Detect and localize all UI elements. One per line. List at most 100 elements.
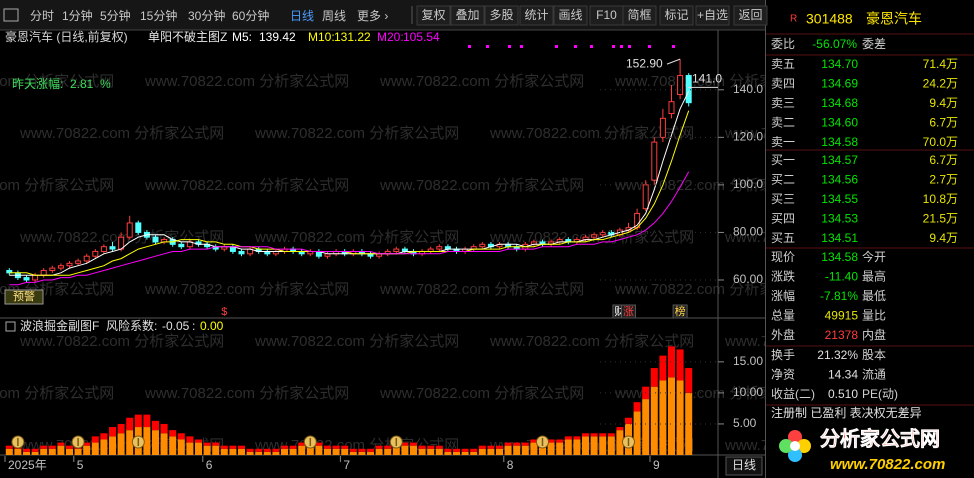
bar bbox=[358, 448, 366, 452]
signal-dot bbox=[555, 45, 558, 48]
bar bbox=[66, 445, 73, 449]
bar bbox=[453, 451, 460, 455]
bar bbox=[358, 451, 366, 455]
signal-dot bbox=[508, 45, 511, 48]
book-volume: 24.2万 bbox=[923, 77, 958, 91]
period-label[interactable]: 日线 bbox=[732, 458, 756, 472]
toolbar-button[interactable]: 15分钟 bbox=[140, 8, 177, 23]
toolbar-button[interactable]: 简框 bbox=[627, 8, 651, 22]
bar bbox=[401, 445, 409, 455]
bar bbox=[616, 430, 624, 455]
bar bbox=[590, 436, 598, 455]
bar bbox=[289, 445, 297, 449]
signal-dot bbox=[590, 45, 593, 48]
toolbar-button[interactable]: 5分钟 bbox=[100, 8, 131, 23]
stat-value: -7.81% bbox=[820, 289, 858, 303]
bar bbox=[281, 445, 288, 449]
bar bbox=[169, 430, 177, 437]
ma-line bbox=[9, 171, 690, 286]
signal-dot bbox=[486, 45, 489, 48]
logo-petal bbox=[797, 439, 811, 453]
stock-name: 豪恩汽车 bbox=[866, 11, 922, 27]
book-volume: 70.0万 bbox=[923, 135, 958, 149]
bar bbox=[195, 442, 202, 455]
signal: 涨 bbox=[623, 305, 634, 318]
bar bbox=[263, 448, 271, 452]
bar bbox=[272, 448, 280, 452]
watermark: www.70822.com 分析家公式网 bbox=[614, 281, 819, 298]
bar bbox=[676, 349, 684, 381]
x-tick-label: 6 bbox=[206, 458, 213, 472]
toolbar-button[interactable]: 画线 bbox=[558, 8, 582, 22]
bar bbox=[229, 445, 237, 449]
candle-body bbox=[109, 246, 116, 250]
legend-name: M5: bbox=[232, 30, 252, 44]
chart-title: 豪恩汽车 (日线,前复权) bbox=[5, 29, 128, 44]
toolbar-button[interactable]: 日线 bbox=[290, 9, 314, 23]
toolbar-button[interactable]: 1分钟 bbox=[62, 8, 93, 23]
candle-body bbox=[40, 269, 47, 276]
y-tick-label: 120.0 bbox=[733, 130, 763, 144]
bar bbox=[530, 442, 538, 455]
bar bbox=[410, 445, 417, 455]
bar bbox=[298, 442, 306, 446]
bar bbox=[57, 442, 65, 446]
bar bbox=[478, 448, 486, 455]
bar bbox=[375, 448, 383, 455]
toolbar-button-frame bbox=[416, 5, 451, 26]
toolbar-button[interactable]: 标记 bbox=[664, 8, 688, 22]
bar bbox=[255, 448, 263, 452]
quote-label: 委比 bbox=[771, 37, 795, 51]
stat-value: 49915 bbox=[825, 309, 859, 323]
bar bbox=[461, 448, 469, 452]
book-price: 134.56 bbox=[821, 173, 858, 187]
bar bbox=[255, 451, 263, 455]
y-tick-label: 100.0 bbox=[733, 177, 763, 191]
toolbar-button[interactable]: 返回 bbox=[738, 8, 762, 22]
toolbar-button[interactable]: 多股 bbox=[489, 8, 513, 22]
y-tick-label: 140.0 bbox=[733, 82, 763, 96]
toolbar-button[interactable]: 分时 bbox=[30, 9, 54, 23]
bar bbox=[599, 436, 607, 455]
bar bbox=[5, 445, 13, 449]
toolbar-button[interactable]: 复权 bbox=[421, 8, 445, 22]
toolbar-button[interactable]: 30分钟 bbox=[188, 8, 225, 23]
toolbar-button[interactable]: F10 bbox=[596, 8, 617, 22]
bar bbox=[100, 433, 108, 440]
bar bbox=[375, 445, 383, 449]
legend-value: 105.54 bbox=[403, 30, 440, 44]
toolbar-button-frame bbox=[484, 5, 519, 26]
logo-petal bbox=[788, 430, 802, 444]
toolbar-button[interactable]: 叠加 bbox=[455, 8, 479, 22]
watermark: www.70822.com 分析家公式网 bbox=[724, 229, 929, 246]
bar bbox=[238, 445, 245, 449]
toolbar-button[interactable]: 统计 bbox=[524, 8, 548, 22]
signal-dot bbox=[520, 45, 523, 48]
toolbar-button-frame bbox=[450, 5, 485, 26]
bar bbox=[513, 442, 521, 446]
toolbar-button[interactable]: 更多 › bbox=[357, 9, 388, 23]
bar bbox=[349, 451, 357, 455]
bar bbox=[367, 451, 374, 455]
y-tick-label: 10.00 bbox=[733, 385, 763, 399]
bar bbox=[143, 427, 151, 455]
bar bbox=[14, 448, 22, 455]
toolbar-button[interactable]: +自选 bbox=[697, 8, 728, 22]
toolbar-button[interactable]: 60分钟 bbox=[232, 8, 269, 23]
bar bbox=[177, 433, 185, 440]
signal: 榜 bbox=[675, 304, 686, 318]
bar bbox=[229, 448, 237, 455]
bar bbox=[573, 436, 581, 440]
toolbar-button[interactable]: 周线 bbox=[322, 9, 346, 23]
book-label: 卖四 bbox=[771, 77, 795, 91]
bar bbox=[203, 442, 211, 446]
bar bbox=[152, 430, 159, 455]
bar bbox=[367, 448, 374, 452]
sub-pane bbox=[5, 346, 693, 455]
stat-label: 涨幅 bbox=[771, 288, 795, 303]
signal-dot bbox=[612, 45, 615, 48]
candle-body bbox=[126, 222, 133, 238]
bar bbox=[607, 436, 615, 455]
watermark: www.70822.com 分析家公式网 bbox=[614, 177, 819, 194]
y-tick-label: 5.00 bbox=[733, 416, 757, 430]
